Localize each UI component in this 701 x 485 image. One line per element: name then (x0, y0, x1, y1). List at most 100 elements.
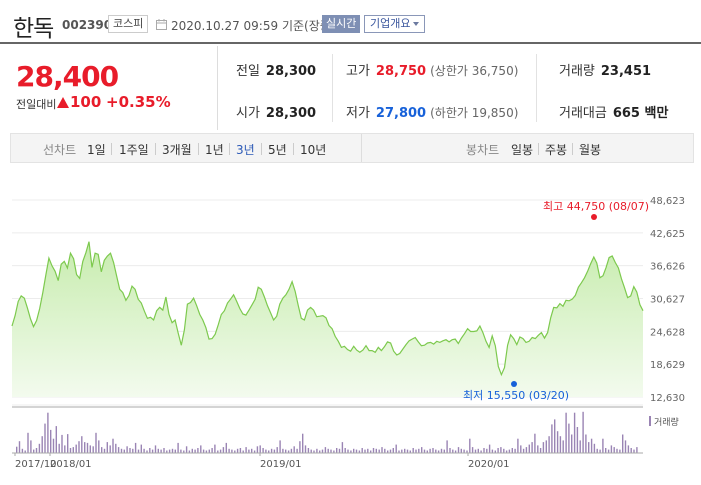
chevron-down-icon (413, 22, 420, 26)
volume-bar (429, 448, 431, 453)
volume-bar (454, 450, 457, 453)
price-stats-table: 전일 28,300 고가 28,750 (상한가 36,750) 거래량 23,451 … (218, 46, 701, 130)
volume-bar (503, 448, 505, 453)
volume-bar (270, 448, 273, 453)
volume-bar (132, 448, 134, 453)
volume-bar (307, 448, 310, 453)
volume-bar (353, 448, 355, 453)
stat-label: 고가 (346, 64, 370, 79)
volume-bar (52, 438, 55, 453)
volume-bar (208, 449, 210, 453)
candle-monthly[interactable]: 월봉 (579, 143, 602, 157)
company-overview-label: 기업개요 (370, 17, 411, 30)
volume-bar (452, 449, 454, 453)
volume-bar (330, 449, 332, 453)
volume-bar (551, 424, 553, 453)
volume-bar (75, 444, 77, 453)
volume-bar (514, 448, 516, 453)
volume-bar (316, 448, 318, 453)
stat-label: 거래대금 (559, 106, 607, 121)
price-chart: 48,623 42,625 36,626 30,627 24,628 18,629 12,6… (0, 165, 701, 481)
volume-bar (531, 442, 533, 453)
volume-bar (177, 442, 179, 453)
volume-bar (534, 433, 536, 453)
volume-bar (568, 423, 570, 453)
volume-bar (599, 449, 601, 453)
volume-bar (256, 446, 259, 453)
price-area (12, 241, 643, 397)
volume-bar (30, 440, 32, 453)
volume-bar (505, 450, 508, 453)
volume-bar (282, 448, 284, 453)
period-separator (111, 143, 112, 155)
volume-bar (253, 450, 256, 453)
stat-value: 27,800 (375, 106, 427, 121)
y-tick-label: 30,627 (650, 295, 685, 306)
high-marker (591, 214, 597, 220)
volume-bar (137, 449, 140, 453)
volume-bar (47, 412, 49, 453)
period-10y[interactable]: 10년 (300, 143, 327, 157)
high-annotation: 최고 44,750 (08/07) (543, 200, 649, 213)
y-tick-label: 36,626 (650, 262, 685, 273)
volume-bar (214, 444, 216, 453)
volume-bar (324, 447, 327, 453)
volume-bar (497, 448, 499, 453)
volume-bar (474, 449, 477, 453)
volume-bar (537, 445, 539, 453)
candle-daily[interactable]: 일봉 (511, 143, 534, 157)
volume-bar (590, 438, 593, 453)
volume-bar (336, 448, 338, 453)
volume-bar (333, 450, 335, 453)
volume-bar (171, 448, 174, 453)
current-price-panel: 28,400 전일대비 100 +0.35% (0, 46, 218, 130)
company-overview-dropdown[interactable]: 기업개요 (364, 15, 426, 33)
volume-bar (378, 449, 380, 453)
period-3y[interactable]: 3년 (236, 143, 255, 157)
volume-bar (35, 448, 38, 453)
volume-bar (426, 450, 428, 453)
volume-bar (457, 447, 460, 453)
volume-bar (392, 448, 394, 453)
volume-bar (559, 436, 562, 453)
stat-label: 저가 (346, 106, 370, 121)
volume-bar (239, 448, 242, 453)
volume-bar (18, 441, 21, 453)
volume-bar (344, 448, 346, 453)
period-5y[interactable]: 5년 (268, 143, 287, 157)
price-change-percent: +0.35% (106, 93, 171, 111)
volume-bar (163, 448, 165, 453)
volume-bar (463, 449, 465, 453)
volume-bar (200, 445, 202, 453)
volume-bar (367, 448, 369, 453)
volume-bar (488, 444, 491, 453)
volume-bar (168, 449, 171, 453)
volume-bar (539, 448, 542, 453)
volume-bar (355, 449, 358, 453)
volume-bar (117, 447, 120, 453)
stat-value: 28,300 (265, 64, 317, 79)
realtime-button[interactable]: 실시간 (322, 15, 361, 33)
volume-bar (98, 440, 100, 453)
volume-bar (520, 445, 522, 453)
volume-bar (268, 450, 270, 453)
volume-bar (545, 440, 547, 453)
volume-bar (610, 445, 613, 453)
volume-bar (622, 434, 624, 453)
volume-bar (58, 443, 60, 453)
volume-bar (556, 431, 559, 453)
volume-bar (562, 440, 564, 453)
volume-bar (279, 440, 281, 453)
volume-bar (154, 445, 157, 453)
volume-bar (350, 450, 352, 453)
period-1w[interactable]: 1주일 (119, 143, 149, 157)
period-1d[interactable]: 1일 (87, 143, 106, 157)
volume-bar (585, 434, 587, 453)
stock-header: 한독 002390 코스피 2020.10.27 09:59 기준(장중) 실시… (0, 0, 701, 44)
volume-bar (565, 412, 567, 453)
candle-weekly[interactable]: 주봉 (545, 143, 568, 157)
period-1y[interactable]: 1년 (205, 143, 224, 157)
volume-bar (166, 450, 168, 453)
period-3m[interactable]: 3개월 (162, 143, 192, 157)
volume-bar (494, 450, 496, 453)
